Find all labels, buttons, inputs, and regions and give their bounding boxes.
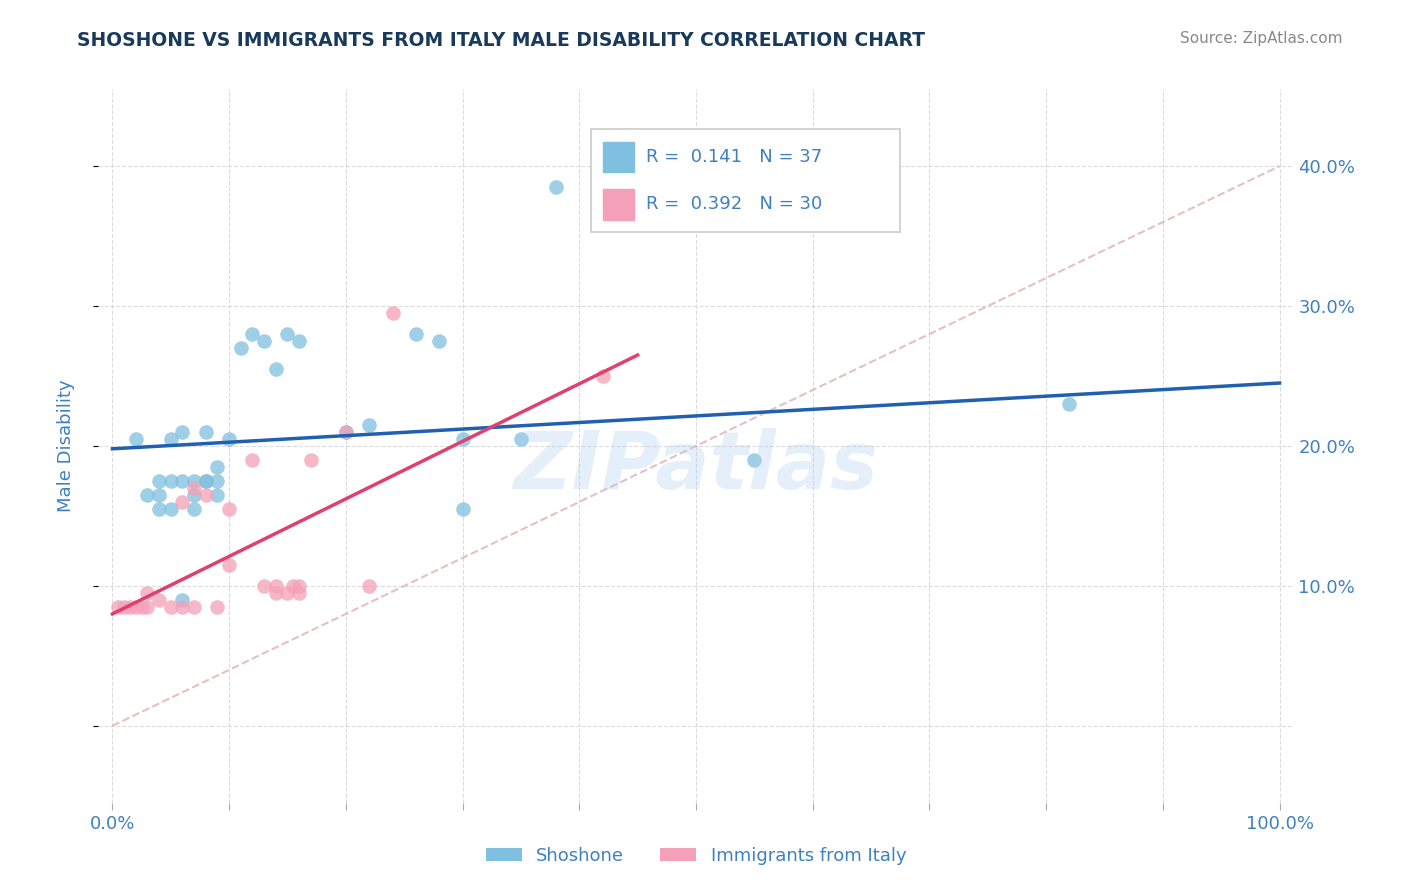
Point — [405, 327, 427, 342]
Point — [544, 180, 567, 194]
Point — [194, 474, 217, 488]
Point — [172, 425, 194, 439]
Point — [218, 432, 240, 446]
Point — [592, 369, 614, 384]
Point — [283, 579, 305, 593]
Point — [253, 579, 276, 593]
Point — [131, 599, 153, 614]
Point — [148, 488, 170, 502]
Point — [242, 327, 264, 342]
Point — [148, 593, 170, 607]
Point — [107, 599, 129, 614]
Point — [381, 306, 404, 320]
Point — [112, 599, 135, 614]
Point — [359, 579, 381, 593]
Point — [125, 599, 148, 614]
Point — [159, 599, 181, 614]
Bar — [603, 142, 634, 172]
Point — [207, 460, 229, 475]
Point — [183, 481, 205, 495]
Point — [451, 502, 474, 516]
Text: SHOSHONE VS IMMIGRANTS FROM ITALY MALE DISABILITY CORRELATION CHART: SHOSHONE VS IMMIGRANTS FROM ITALY MALE D… — [77, 31, 925, 50]
Point — [207, 599, 229, 614]
Point — [183, 599, 205, 614]
Point — [183, 474, 205, 488]
Point — [218, 502, 240, 516]
Point — [136, 586, 159, 600]
Point — [172, 495, 194, 509]
Point — [264, 362, 287, 376]
Point — [194, 425, 217, 439]
FancyBboxPatch shape — [591, 129, 900, 232]
Point — [427, 334, 450, 348]
Point — [194, 488, 217, 502]
Point — [159, 432, 181, 446]
Point — [744, 453, 766, 467]
Point — [136, 488, 159, 502]
Text: ZIPatlas: ZIPatlas — [513, 428, 879, 507]
Point — [148, 502, 170, 516]
Point — [207, 474, 229, 488]
Point — [264, 579, 287, 593]
Point — [183, 488, 205, 502]
Point — [451, 432, 474, 446]
Point — [136, 599, 159, 614]
Point — [253, 334, 276, 348]
Point — [335, 425, 357, 439]
Point — [335, 425, 357, 439]
Point — [125, 432, 148, 446]
Point — [288, 579, 311, 593]
Point — [359, 417, 381, 432]
Point — [159, 502, 181, 516]
Text: R =  0.141   N = 37: R = 0.141 N = 37 — [647, 148, 823, 166]
Text: Source: ZipAtlas.com: Source: ZipAtlas.com — [1180, 31, 1343, 46]
Point — [276, 327, 298, 342]
Point — [194, 474, 217, 488]
Point — [172, 474, 194, 488]
Point — [288, 334, 311, 348]
Legend: Shoshone, Immigrants from Italy: Shoshone, Immigrants from Italy — [478, 840, 914, 872]
Point — [229, 341, 252, 355]
Point — [1059, 397, 1081, 411]
Point — [276, 586, 298, 600]
Point — [218, 558, 240, 572]
Point — [172, 593, 194, 607]
Text: R =  0.392   N = 30: R = 0.392 N = 30 — [647, 195, 823, 213]
Point — [264, 586, 287, 600]
Point — [207, 488, 229, 502]
Point — [148, 474, 170, 488]
Y-axis label: Male Disability: Male Disability — [56, 380, 75, 512]
Bar — [603, 189, 634, 219]
Point — [288, 586, 311, 600]
Point — [299, 453, 322, 467]
Point — [172, 599, 194, 614]
Point — [242, 453, 264, 467]
Point — [509, 432, 531, 446]
Point — [118, 599, 141, 614]
Point — [183, 502, 205, 516]
Point — [159, 474, 181, 488]
